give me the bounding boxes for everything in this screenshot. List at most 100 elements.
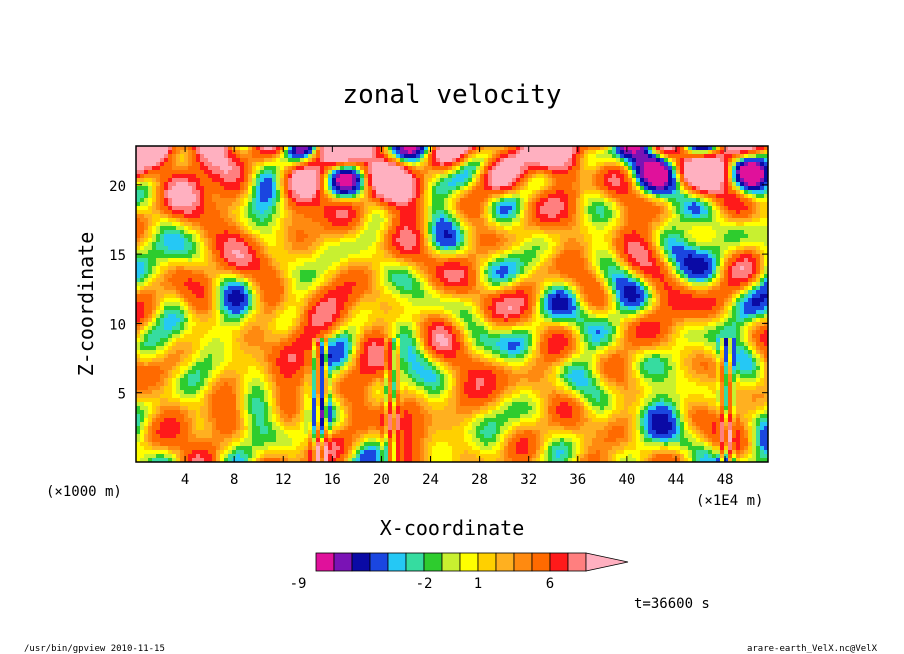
field-cell	[472, 210, 477, 215]
field-cell	[516, 222, 521, 227]
field-cell	[356, 170, 361, 175]
field-cell	[472, 254, 477, 259]
field-cell	[520, 222, 525, 227]
field-cell	[756, 226, 761, 231]
field-cell	[240, 178, 245, 183]
field-cell	[504, 246, 509, 251]
field-cell	[292, 214, 297, 219]
field-cell	[348, 202, 353, 207]
field-cell	[592, 218, 597, 223]
field-cell	[384, 170, 389, 175]
field-cell	[516, 246, 521, 251]
field-cell	[208, 194, 213, 199]
field-cell	[264, 238, 269, 243]
field-cell	[284, 182, 289, 187]
field-cell	[616, 214, 621, 219]
field-cell	[428, 230, 433, 235]
field-cell	[148, 194, 153, 199]
field-cell	[288, 246, 293, 251]
field-cell	[676, 246, 681, 251]
field-cell	[304, 198, 309, 203]
field-cell	[224, 250, 229, 255]
field-cell	[520, 238, 525, 243]
field-cell	[664, 218, 669, 223]
field-cell	[512, 250, 517, 255]
field-cell	[720, 262, 725, 267]
field-cell	[748, 230, 753, 235]
field-cell	[444, 182, 449, 187]
field-cell	[452, 266, 457, 271]
field-cell	[440, 158, 445, 163]
field-cell	[160, 194, 165, 199]
field-cell	[436, 182, 441, 187]
field-cell	[756, 178, 761, 183]
field-cell	[576, 190, 581, 195]
field-cell	[708, 206, 713, 211]
field-cell	[336, 230, 341, 235]
field-cell	[548, 246, 553, 251]
field-cell	[628, 166, 633, 171]
field-cell	[324, 210, 329, 215]
field-cell	[252, 178, 257, 183]
field-cell	[508, 190, 513, 195]
field-cell	[296, 254, 301, 259]
field-cell	[356, 210, 361, 215]
field-cell	[632, 246, 637, 251]
field-cell	[716, 242, 721, 247]
field-cell	[424, 246, 429, 251]
field-cell	[472, 186, 477, 191]
field-cell	[348, 194, 353, 199]
field-cell	[692, 166, 697, 171]
field-cell	[328, 174, 333, 179]
field-cell	[332, 234, 337, 239]
field-cell	[248, 194, 253, 199]
field-cell	[168, 250, 173, 255]
field-cell	[248, 250, 253, 255]
field-cell	[592, 258, 597, 263]
field-cell	[216, 162, 221, 167]
field-cell	[176, 170, 181, 175]
field-cell	[164, 234, 169, 239]
field-cell	[660, 158, 665, 163]
field-cell	[712, 254, 717, 259]
field-cell	[560, 194, 565, 199]
field-cell	[492, 234, 497, 239]
field-cell	[388, 214, 393, 219]
field-cell	[356, 238, 361, 243]
field-cell	[460, 190, 465, 195]
field-cell	[744, 174, 749, 179]
field-cell	[200, 242, 205, 247]
field-cell	[560, 206, 565, 211]
field-cell	[348, 262, 353, 267]
field-cell	[612, 178, 617, 183]
field-cell	[204, 158, 209, 163]
field-cell	[312, 250, 317, 255]
field-cell	[424, 154, 429, 159]
field-cell	[392, 234, 397, 239]
field-cell	[656, 178, 661, 183]
field-cell	[188, 262, 193, 267]
field-cell	[652, 234, 657, 239]
field-cell	[208, 178, 213, 183]
field-cell	[356, 230, 361, 235]
field-cell	[200, 162, 205, 167]
field-cell	[676, 158, 681, 163]
field-cell	[520, 242, 525, 247]
field-cell	[228, 190, 233, 195]
field-cell	[532, 214, 537, 219]
field-cell	[656, 146, 661, 151]
field-cell	[208, 202, 213, 207]
field-cell	[384, 150, 389, 155]
field-cell	[336, 254, 341, 259]
field-cell	[408, 202, 413, 207]
field-cell	[344, 150, 349, 155]
field-cell	[268, 174, 273, 179]
field-cell	[724, 230, 729, 235]
field-cell	[756, 198, 761, 203]
field-cell	[516, 214, 521, 219]
field-cell	[576, 222, 581, 227]
field-cell	[752, 210, 757, 215]
field-cell	[280, 206, 285, 211]
field-cell	[480, 238, 485, 243]
field-cell	[180, 166, 185, 171]
